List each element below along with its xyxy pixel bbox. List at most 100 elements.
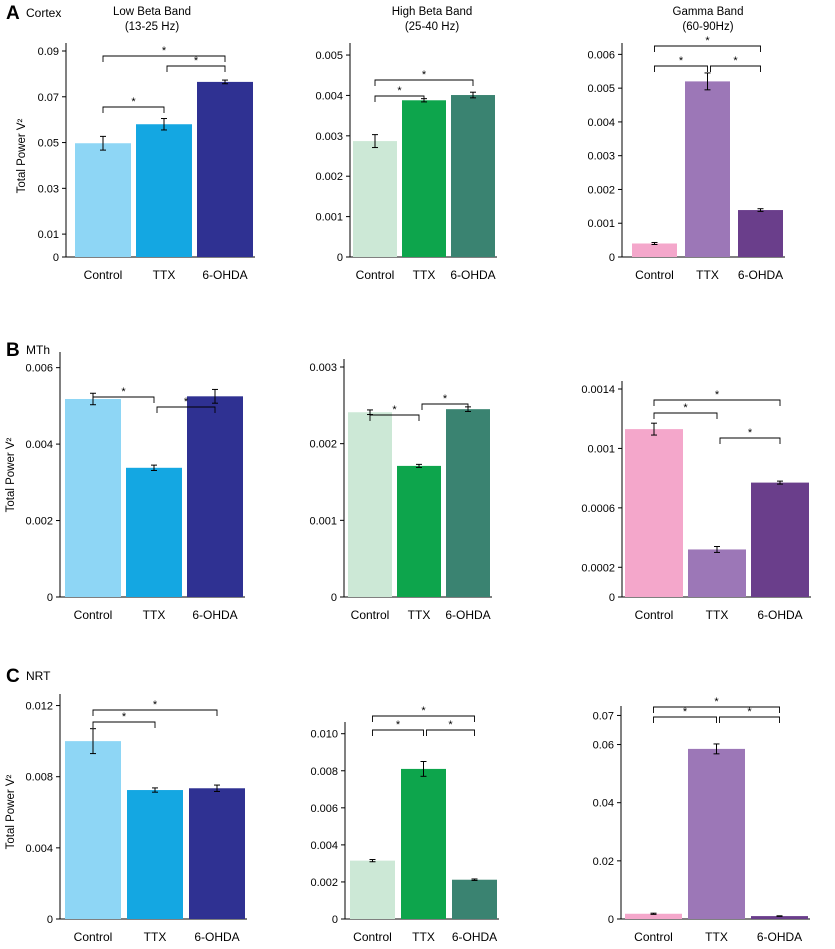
significance-star: * xyxy=(705,35,710,47)
y-tick-label: 0.07 xyxy=(593,710,614,722)
y-tick-label: 0.002 xyxy=(25,516,53,528)
y-tick-label: 0.002 xyxy=(315,171,343,183)
significance-bracket xyxy=(719,437,781,444)
chart-cortex-1: 0.005 0.004 0.003 0.002 0.001 0 Control TTX 6-OH… xyxy=(315,43,497,282)
bar-6-ohda xyxy=(452,879,497,919)
y-tick-label: 0 xyxy=(337,252,343,264)
category-label: TTX xyxy=(143,608,166,622)
significance-bracket xyxy=(421,403,469,410)
category-label: 6-OHDA xyxy=(452,930,497,944)
y-tick-label: 0.002 xyxy=(310,877,338,889)
significance-bracket xyxy=(102,106,165,113)
significance-star: * xyxy=(422,69,427,81)
bar-6-ohda xyxy=(446,409,490,597)
y-tick-label: 0 xyxy=(47,592,53,604)
chart-cortex-0: 0.09 0.07 0.05 0.03 0.01 0 Control TTX 6-OHDA * * * xyxy=(38,43,255,282)
ylabel-mth: Total Power V² xyxy=(5,437,17,512)
significance-star: * xyxy=(715,389,720,401)
bar-ttx xyxy=(126,467,182,597)
significance-star: * xyxy=(683,402,688,414)
y-tick-label: 0 xyxy=(53,252,59,264)
chart-mth-3: 0.006 0.004 0.002 0 Control TTX 6-OHDA * * xyxy=(25,352,245,622)
category-label: Control xyxy=(351,608,390,622)
chart-mth-5: 0.0014 0.001 0.0006 0.0002 0 Control TTX 6-OHDA… xyxy=(581,381,811,622)
y-tick-label: 0.004 xyxy=(25,843,53,855)
significance-bracket xyxy=(369,414,420,421)
y-tick-label: 0.006 xyxy=(25,363,53,375)
significance-bracket xyxy=(372,715,475,722)
significance-star: * xyxy=(396,719,401,731)
category-label: 6-OHDA xyxy=(757,608,802,622)
category-label: Control xyxy=(635,608,674,622)
panel-letter-b: B xyxy=(6,340,20,361)
category-label: Control xyxy=(353,930,392,944)
y-tick-label: 0.03 xyxy=(38,183,59,195)
y-tick-label: 0 xyxy=(331,592,337,604)
bar-control xyxy=(625,429,683,597)
y-tick-label: 0.02 xyxy=(593,856,614,868)
significance-bracket xyxy=(92,396,155,403)
significance-star: * xyxy=(194,55,199,67)
bar-ttx xyxy=(688,549,746,597)
ylabel-nrt: Total Power V² xyxy=(5,774,17,849)
significance-bracket xyxy=(374,95,425,102)
band-title-low-beta-line2: (13-25 Hz) xyxy=(125,21,179,33)
significance-star: * xyxy=(714,696,719,708)
y-tick-label: 0 xyxy=(608,914,614,926)
category-label: Control xyxy=(356,268,395,282)
y-tick-label: 0.005 xyxy=(315,50,343,62)
y-tick-label: 0 xyxy=(609,592,615,604)
bar-ttx xyxy=(401,768,446,919)
significance-star: * xyxy=(679,55,684,67)
significance-star: * xyxy=(448,719,453,731)
bar-ttx xyxy=(397,465,441,597)
category-label: TTX xyxy=(144,930,167,944)
y-tick-label: 0.001 xyxy=(587,218,615,230)
bar-control xyxy=(65,741,121,919)
band-title-gamma-line1: Gamma Band xyxy=(673,6,744,18)
y-tick-label: 0.001 xyxy=(309,515,337,527)
significance-star: * xyxy=(153,699,158,711)
category-label: 6-OHDA xyxy=(450,268,495,282)
bar-ttx xyxy=(136,124,192,257)
y-tick-label: 0.004 xyxy=(310,840,338,852)
y-tick-label: 0.008 xyxy=(25,772,53,784)
y-tick-label: 0.003 xyxy=(587,151,615,163)
significance-star: * xyxy=(162,45,167,57)
y-tick-label: 0.07 xyxy=(38,92,59,104)
y-tick-label: 0.09 xyxy=(38,46,59,58)
significance-star: * xyxy=(131,96,136,108)
y-tick-label: 0.0006 xyxy=(581,503,615,515)
y-tick-label: 0.003 xyxy=(309,362,337,374)
significance-bracket xyxy=(654,45,761,52)
bar-ttx xyxy=(688,748,745,919)
chart-nrt-6: 0.012 0.008 0.004 0 Control TTX 6-OHDA * * xyxy=(25,694,247,944)
y-tick-label: 0.012 xyxy=(25,701,53,713)
category-label: TTX xyxy=(705,930,728,944)
chart-nrt-7: 0.010 0.008 0.006 0.004 0.002 0 Control TTX 6-OH… xyxy=(310,705,499,944)
y-tick-label: 0.001 xyxy=(587,443,615,455)
y-tick-label: 0.006 xyxy=(587,49,615,61)
y-tick-label: 0.005 xyxy=(587,83,615,95)
significance-bracket xyxy=(102,55,226,62)
y-tick-label: 0.003 xyxy=(315,131,343,143)
y-tick-label: 0.004 xyxy=(315,90,343,102)
y-tick-label: 0.04 xyxy=(593,798,614,810)
ylabel-cortex: Total Power V² xyxy=(16,118,28,193)
category-label: Control xyxy=(634,930,673,944)
category-label: Control xyxy=(84,268,123,282)
y-tick-label: 0.06 xyxy=(593,740,614,752)
significance-star: * xyxy=(121,386,126,398)
bar-control xyxy=(65,398,121,597)
significance-star: * xyxy=(747,706,752,718)
panel-letter-c: C xyxy=(6,666,20,687)
y-tick-label: 0.008 xyxy=(310,766,338,778)
significance-bracket xyxy=(653,412,718,419)
significance-bracket xyxy=(653,399,781,406)
bar-control xyxy=(350,860,395,919)
region-label-cortex: Cortex xyxy=(26,6,61,20)
chart-mth-4: 0.003 0.002 0.001 0 Control TTX 6-OHDA * * xyxy=(309,359,492,622)
category-label: TTX xyxy=(153,268,176,282)
